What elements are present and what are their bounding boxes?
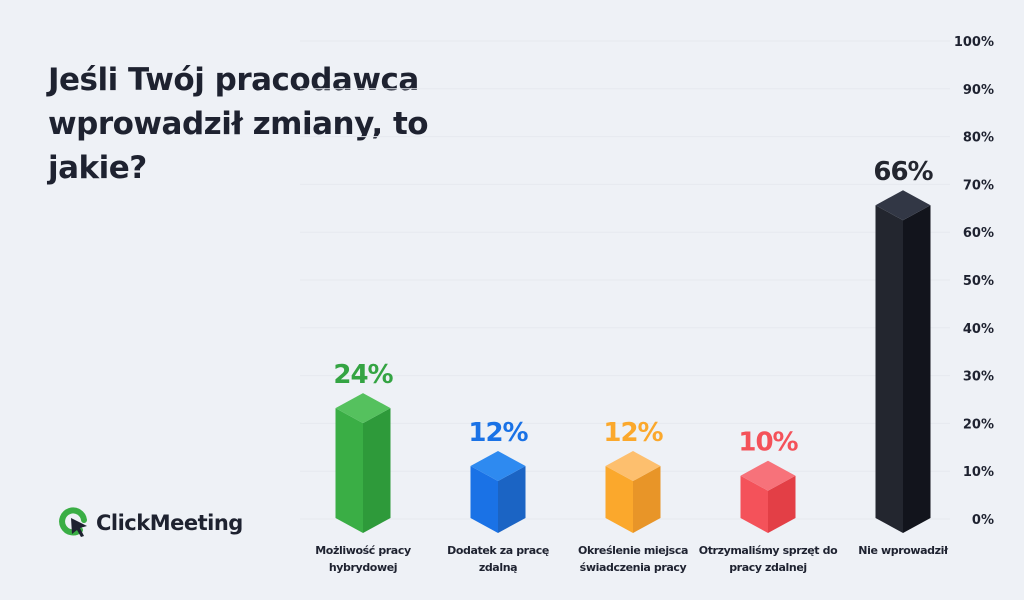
y-tick-label: 70% — [963, 178, 994, 193]
y-tick-label: 0% — [972, 513, 994, 528]
data-label: 66% — [873, 157, 933, 187]
bar-top-face — [605, 451, 661, 482]
bar-right-face — [903, 205, 931, 533]
bar-right-face — [363, 408, 391, 533]
clickmeeting-logo: ClickMeeting — [58, 506, 243, 540]
category-label: Otrzymaliśmy sprzęt do — [699, 544, 838, 557]
chart-title: Jeśli Twój pracodawca wprowadził zmiany,… — [48, 58, 508, 190]
y-tick-label: 40% — [963, 322, 994, 337]
y-tick-label: 60% — [963, 226, 994, 241]
bar-left-face — [470, 466, 498, 533]
bar-top-face — [335, 393, 391, 424]
y-tick-label: 90% — [963, 83, 994, 98]
title-line-1: Jeśli Twój pracodawca — [48, 62, 419, 98]
bar-left-face — [605, 466, 633, 533]
y-tick-label: 80% — [963, 131, 994, 146]
bar-left-face — [875, 205, 903, 533]
y-tick-label: 30% — [963, 370, 994, 385]
bar-left-face — [335, 408, 363, 533]
category-label: Określenie miejsca — [578, 544, 688, 557]
data-label: 12% — [603, 418, 663, 448]
y-tick-label: 50% — [963, 274, 994, 289]
category-label: pracy zdalnej — [729, 561, 807, 574]
y-tick-label: 100% — [954, 35, 994, 50]
category-label: Dodatek za pracę — [447, 544, 549, 557]
bar-right-face — [768, 475, 796, 533]
logo-text: ClickMeeting — [96, 511, 243, 535]
data-label: 10% — [738, 428, 798, 458]
bar-top-face — [740, 460, 796, 491]
bar-right-face — [633, 466, 661, 533]
y-tick-label: 10% — [963, 465, 994, 480]
y-tick-label: 20% — [963, 417, 994, 432]
data-label: 12% — [468, 418, 528, 448]
data-label: 24% — [333, 360, 393, 390]
title-line-2: wprowadził zmiany, to jakie? — [48, 106, 429, 186]
bar-left-face — [740, 475, 768, 533]
category-label: Możliwość pracy — [315, 544, 411, 557]
category-label: Nie wprowadził — [858, 544, 949, 557]
category-label: świadczenia pracy — [580, 561, 687, 574]
category-label: zdalną — [479, 561, 517, 574]
bar-top-face — [470, 451, 526, 482]
logo-cursor-icon — [59, 507, 87, 537]
bar-top-face — [875, 190, 931, 221]
category-label: hybrydowej — [329, 561, 397, 574]
bar-right-face — [498, 466, 526, 533]
